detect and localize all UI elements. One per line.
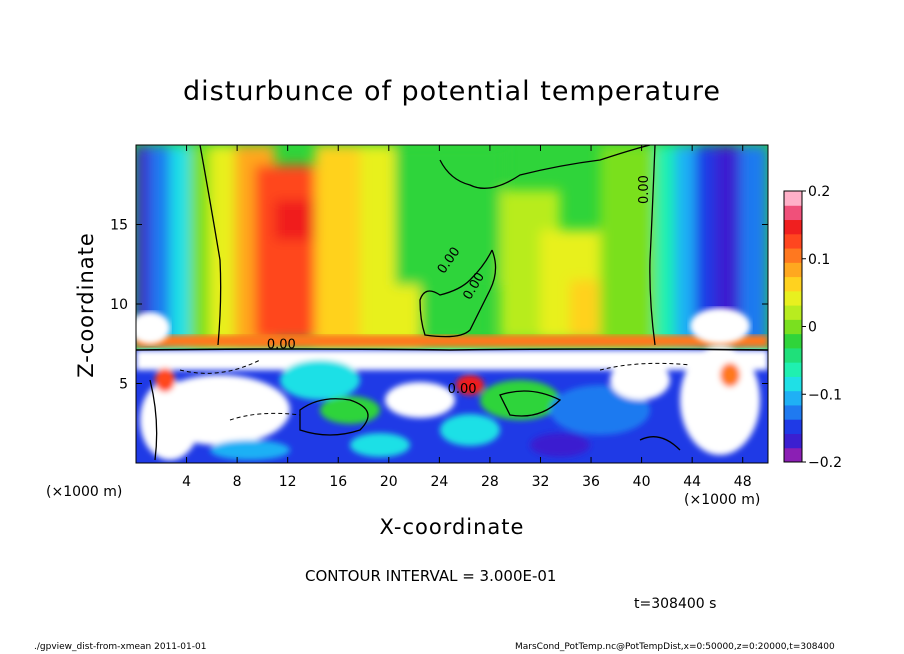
x-tick-label: 12: [279, 474, 297, 490]
footer-data-source: MarsCond_PotTemp.nc@PotTempDist,x=0:5000…: [515, 642, 835, 652]
colorbar-tick-label: −0.2: [808, 455, 842, 471]
contour-value-label: 0.00: [637, 175, 652, 204]
x-tick-label: 16: [329, 474, 347, 490]
colorbar-swatch: [784, 390, 802, 406]
colorbar-swatch: [784, 362, 802, 377]
colorbar-tick-label: 0.2: [808, 184, 830, 200]
x-unit-label-left: (×1000 m): [46, 484, 123, 500]
x-tick-label: 40: [633, 474, 651, 490]
y-axis-ticks: 5 10 15: [110, 218, 768, 393]
x-tick-label: 24: [430, 474, 448, 490]
colorbar: 0.2 0.1 0 −0.1 −0.2: [783, 184, 842, 471]
x-tick-label: 4: [182, 474, 191, 490]
x-axis-ticks: 4 8 12 16 20 24 28 32 36 40 44 48: [182, 145, 752, 490]
contour-labels: 0.000.000.000.000.00: [267, 175, 652, 397]
colorbar-swatch: [784, 248, 802, 263]
colorbar-tick-label: −0.1: [808, 387, 842, 403]
colorbar-swatch: [784, 219, 802, 235]
x-unit-label-right: (×1000 m): [684, 492, 761, 508]
colorbar-tick-label: 0.1: [808, 252, 830, 268]
x-axis-label: X-coordinate: [379, 515, 525, 539]
time-label: t=308400 s: [634, 596, 717, 612]
contour-value-label: 0.00: [267, 338, 296, 353]
colorbar-swatch: [784, 333, 802, 349]
colorbar-swatch: [784, 276, 802, 292]
x-tick-label: 28: [481, 474, 499, 490]
x-tick-label: 44: [683, 474, 701, 490]
colorbar-swatch: [784, 376, 802, 392]
colorbar-swatch: [784, 262, 802, 278]
colorbar-swatch: [784, 447, 802, 463]
x-tick-label: 36: [582, 474, 600, 490]
colorbar-tick-label: 0: [808, 320, 817, 336]
y-tick-label: 10: [110, 297, 128, 313]
colorbar-swatch: [784, 233, 802, 249]
y-tick-label: 5: [119, 377, 128, 393]
plot-area: [136, 145, 768, 463]
colorbar-swatch: [784, 419, 802, 434]
colorbar-swatch: [784, 319, 802, 335]
chart-title: disturbunce of potential temperature: [183, 76, 721, 107]
x-tick-label: 48: [734, 474, 752, 490]
contour-lines: [136, 145, 768, 461]
footer-script-path: ./gpview_dist-from-xmean 2011-01-01: [34, 642, 207, 652]
colorbar-swatch: [784, 347, 802, 363]
contour-value-label: 0.00: [448, 382, 477, 397]
y-tick-label: 15: [110, 218, 128, 234]
colorbar-swatch: [784, 290, 802, 306]
colorbar-swatch: [784, 433, 802, 449]
x-tick-label: 8: [233, 474, 242, 490]
colorbar-swatch: [784, 205, 802, 221]
contour-interval-label: CONTOUR INTERVAL = 3.000E-01: [305, 567, 557, 585]
x-tick-label: 20: [380, 474, 398, 490]
colorbar-swatch: [784, 305, 802, 320]
colorbar-swatch: [784, 404, 802, 420]
upper-layer-field: [136, 145, 768, 345]
x-tick-label: 32: [532, 474, 550, 490]
colorbar-swatch: [784, 191, 802, 206]
